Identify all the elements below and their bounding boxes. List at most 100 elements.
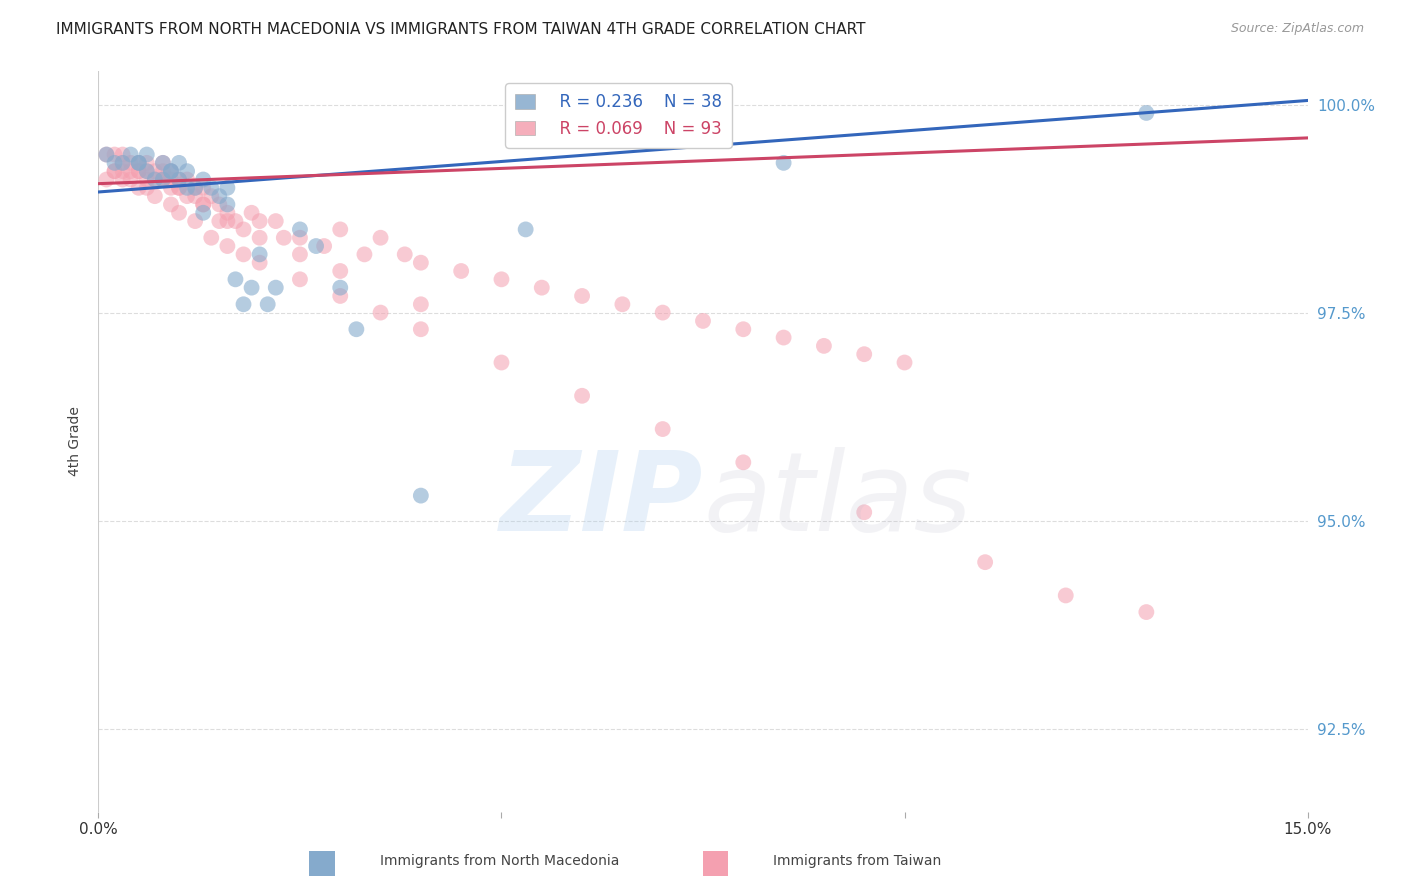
Point [120,164,142,178]
Point [1054,589,1077,603]
Y-axis label: 4th Grade: 4th Grade [69,407,83,476]
Point [491,272,513,286]
Point [208,197,231,211]
Point [152,172,174,186]
Point [135,147,157,161]
Point [409,322,432,336]
Point [217,206,239,220]
Point [143,189,166,203]
Point [135,156,157,170]
Point [152,164,174,178]
Point [120,147,142,161]
Point [111,156,134,170]
Point [184,181,207,195]
Point [329,222,352,236]
Point [256,297,278,311]
Point [128,156,150,170]
Point [370,231,392,245]
Text: Immigrants from North Macedonia: Immigrants from North Macedonia [380,854,619,868]
Point [813,339,835,353]
Point [491,355,513,369]
Point [160,164,183,178]
Point [111,156,134,170]
Point [167,172,190,186]
Point [111,164,134,178]
Point [208,189,231,203]
Point [135,181,157,195]
Point [329,280,352,294]
Point [353,247,375,261]
Point [305,239,328,253]
Point [184,181,207,195]
Point [273,231,295,245]
Point [143,172,166,186]
Point [176,181,198,195]
Point [103,147,125,161]
Point [515,222,537,236]
Point [288,272,311,286]
Point [111,172,134,186]
Point [232,247,254,261]
Point [135,164,157,178]
Point [409,297,432,311]
Point [314,239,336,253]
Point [232,222,254,236]
Point [152,156,174,170]
Point [394,247,416,261]
Point [111,147,134,161]
Point [167,181,190,195]
Point [692,314,714,328]
Point [853,505,876,519]
Point [264,214,287,228]
Point [264,280,287,294]
Point [249,214,271,228]
Point [160,164,183,178]
Point [96,172,118,186]
Point [249,255,271,269]
Point [651,422,673,436]
Point [217,214,239,228]
Point [530,280,553,294]
Point [208,214,231,228]
Point [224,214,246,228]
Point [120,156,142,170]
Text: atlas: atlas [703,447,972,554]
Point [152,172,174,186]
Point [193,172,215,186]
Point [160,181,183,195]
Point [370,305,392,319]
Legend:   R = 0.236    N = 38,   R = 0.069    N = 93: R = 0.236 N = 38, R = 0.069 N = 93 [505,83,731,148]
Text: IMMIGRANTS FROM NORTH MACEDONIA VS IMMIGRANTS FROM TAIWAN 4TH GRADE CORRELATION : IMMIGRANTS FROM NORTH MACEDONIA VS IMMIG… [56,22,866,37]
Point [974,555,997,569]
Point [329,264,352,278]
Point [240,280,263,294]
Point [135,164,157,178]
Point [152,172,174,186]
Point [167,172,190,186]
Point [128,164,150,178]
Point [103,156,125,170]
Point [200,189,222,203]
Point [143,172,166,186]
Point [571,289,593,303]
Point [853,347,876,361]
Point [103,164,125,178]
Point [167,206,190,220]
Point [224,272,246,286]
Point [344,322,367,336]
Point [128,156,150,170]
Point [128,164,150,178]
Point [128,156,150,170]
Point [612,297,634,311]
Point [288,231,311,245]
Point [217,239,239,253]
Point [1135,605,1157,619]
Point [160,197,183,211]
Point [96,147,118,161]
Point [249,247,271,261]
Text: ZIP: ZIP [499,447,703,554]
Point [1135,106,1157,120]
Point [167,156,190,170]
Point [167,181,190,195]
Point [184,189,207,203]
